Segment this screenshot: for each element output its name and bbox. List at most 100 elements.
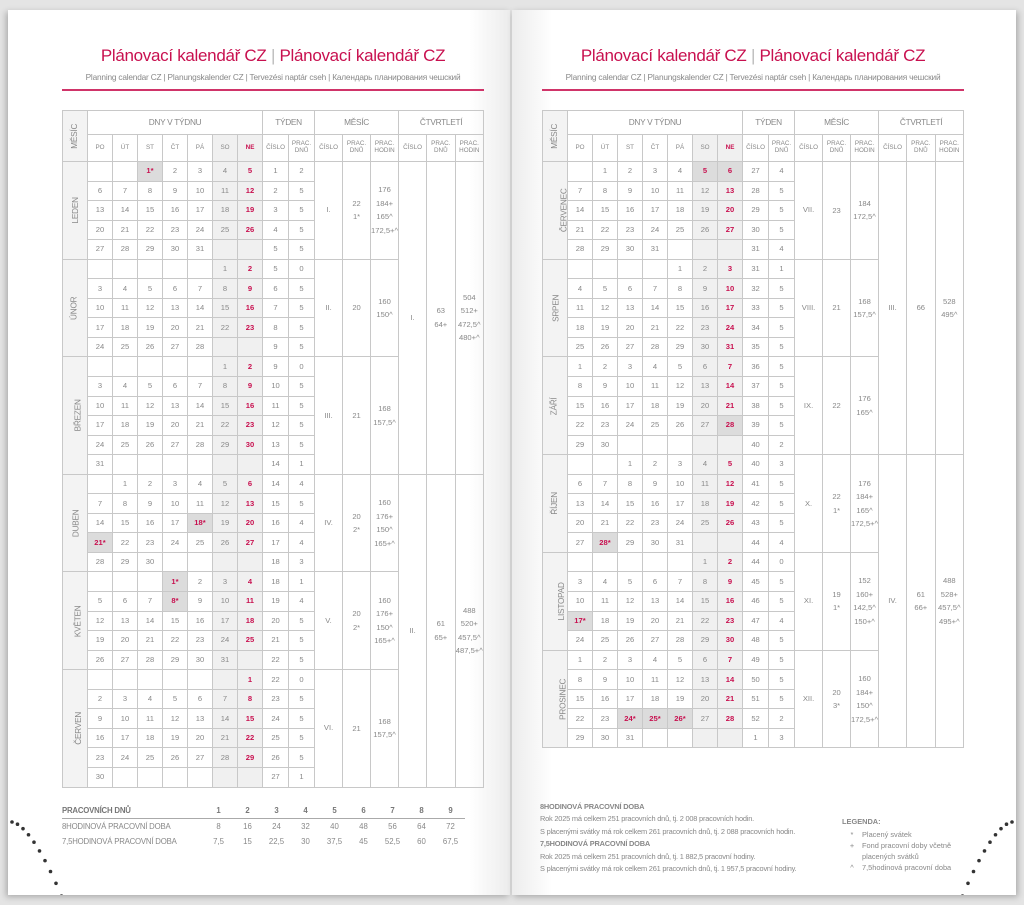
week-number: 18: [262, 551, 290, 573]
day-cell: 30: [592, 434, 618, 456]
footer-value: 32: [301, 822, 310, 831]
dot: [60, 894, 63, 895]
week-number: 44: [742, 551, 770, 573]
right-page: Plánovací kalendář CZ | Plánovací kalend…: [512, 10, 1016, 895]
week-row: 10 11 12 13 14 15 16 11 5: [63, 395, 484, 417]
day-cell: 15: [692, 591, 718, 612]
day-cell: 9: [87, 708, 113, 729]
value-line: 488: [942, 576, 956, 586]
value-line: 176+: [375, 609, 394, 619]
day-cell: 7: [87, 493, 113, 514]
value-line: 160: [858, 674, 871, 684]
week-number: 27: [742, 161, 770, 182]
empty-day-cell: [567, 161, 593, 182]
day-cell: 27: [567, 532, 593, 553]
day-cell: 23: [592, 415, 618, 436]
week-row: BŘEZEN 1 2 9 0 III. 21 168 157,5^: [62, 356, 484, 475]
day-cell: 2: [236, 356, 264, 378]
week-work-days: 5: [288, 493, 316, 514]
empty-day-cell: [567, 258, 593, 280]
week-number: 23: [262, 688, 290, 710]
week-number: 13: [262, 434, 290, 456]
week-number: 28: [742, 180, 770, 202]
week-row: DUBEN 1 2 3 4 5 6 14 4 IV. 20 2* 160 176+ 150^ 165+^ II.…: [62, 473, 485, 788]
week-work-days: 0: [288, 356, 316, 378]
legend: LEGENDA: * Placený svátek + Fond pracovní …: [842, 817, 957, 873]
day-cell: 14: [112, 200, 138, 221]
week-number: 1: [262, 161, 290, 182]
dot: [15, 822, 20, 826]
footer-col-header: 4: [291, 803, 320, 819]
day-cell: 11: [567, 297, 593, 319]
day-cell: 11: [592, 591, 618, 612]
day-cell: 11: [187, 493, 213, 514]
day-cell: 19: [137, 415, 163, 436]
day-cell: 22: [137, 219, 163, 241]
footer-value: 67,5: [442, 837, 459, 847]
week-work-days: 5: [768, 571, 796, 593]
value-line: 184+: [855, 687, 874, 697]
day-cell: 23: [617, 219, 643, 241]
day-cell: 1: [212, 356, 238, 378]
day-cell: 13: [187, 708, 213, 729]
days-group-header: DNY V TÝDNU: [86, 110, 264, 135]
day-cell: 8: [567, 376, 593, 397]
week-number: 30: [742, 219, 770, 241]
week-row: LEDEN 1* 2 3 4 5 1 2 I. 22 1* 176 184+ 165^ 172,5+^ I. 6…: [62, 161, 485, 475]
month-name-label: ČERVEN: [74, 711, 84, 745]
day-cell: 27: [162, 434, 188, 456]
day-cell: 31: [667, 532, 693, 553]
days-group-header: DNY V TÝDNU: [566, 110, 744, 135]
day-cell: 12: [236, 180, 264, 202]
day-cell: 12: [667, 376, 693, 397]
week-work-days: 3: [768, 454, 796, 475]
day-cell: 18*: [187, 512, 213, 534]
quarter-group-header: ČTVRTLETÍ: [878, 110, 965, 135]
day-cell: 13: [236, 493, 264, 514]
day-header: PÁ: [187, 134, 213, 162]
value-line: 165^: [376, 212, 393, 222]
week-work-days: 5: [768, 356, 796, 378]
week-number: 11: [262, 395, 290, 417]
day-cell: 5: [212, 473, 238, 495]
week-number: 32: [742, 278, 770, 299]
value-line: 150^: [376, 310, 393, 320]
week-number: 4: [262, 219, 290, 241]
day-cell: 9: [642, 473, 668, 495]
day-cell: 19: [617, 610, 643, 632]
day-cell: 6: [567, 473, 593, 495]
week-work-days: 5: [288, 297, 316, 319]
day-cell: 30: [642, 532, 668, 553]
value-line: 488: [462, 605, 476, 615]
empty-day-cell: [617, 551, 643, 573]
day-cell: 15: [667, 297, 693, 319]
day-cell: 27: [642, 630, 668, 651]
week-number: 14: [262, 473, 290, 495]
value-line: 172,5+^: [851, 519, 879, 529]
month-work-hours: 176 184+ 165^ 172,5+^: [370, 161, 400, 260]
day-cell: 18: [212, 200, 238, 221]
day-cell: 12: [692, 180, 718, 202]
value-line: 142,5^: [853, 603, 876, 613]
empty-day-cell: [692, 239, 718, 260]
dot: [54, 881, 58, 886]
empty-day-cell: [162, 551, 188, 573]
day-cell: 12: [87, 610, 113, 632]
empty-day-cell: [112, 571, 138, 593]
footer-col-header: 2: [233, 803, 262, 819]
value-line: 21: [352, 410, 361, 420]
value-line: 184: [858, 198, 871, 208]
week-work-days: 5: [768, 493, 796, 514]
day-cell: 14: [567, 200, 593, 221]
day-cell: 21: [592, 512, 618, 534]
value-line: 495^: [941, 310, 958, 320]
empty-day-cell: [187, 669, 213, 690]
day-cell: 19: [162, 727, 188, 749]
week-work-days: 4: [288, 512, 316, 534]
week-work-days: 5: [768, 649, 796, 671]
day-cell: 19: [137, 317, 163, 338]
week-number: 33: [742, 297, 770, 319]
day-cell: 15: [236, 708, 264, 729]
day-cell: 26: [212, 532, 238, 553]
empty-day-cell: [187, 454, 213, 475]
